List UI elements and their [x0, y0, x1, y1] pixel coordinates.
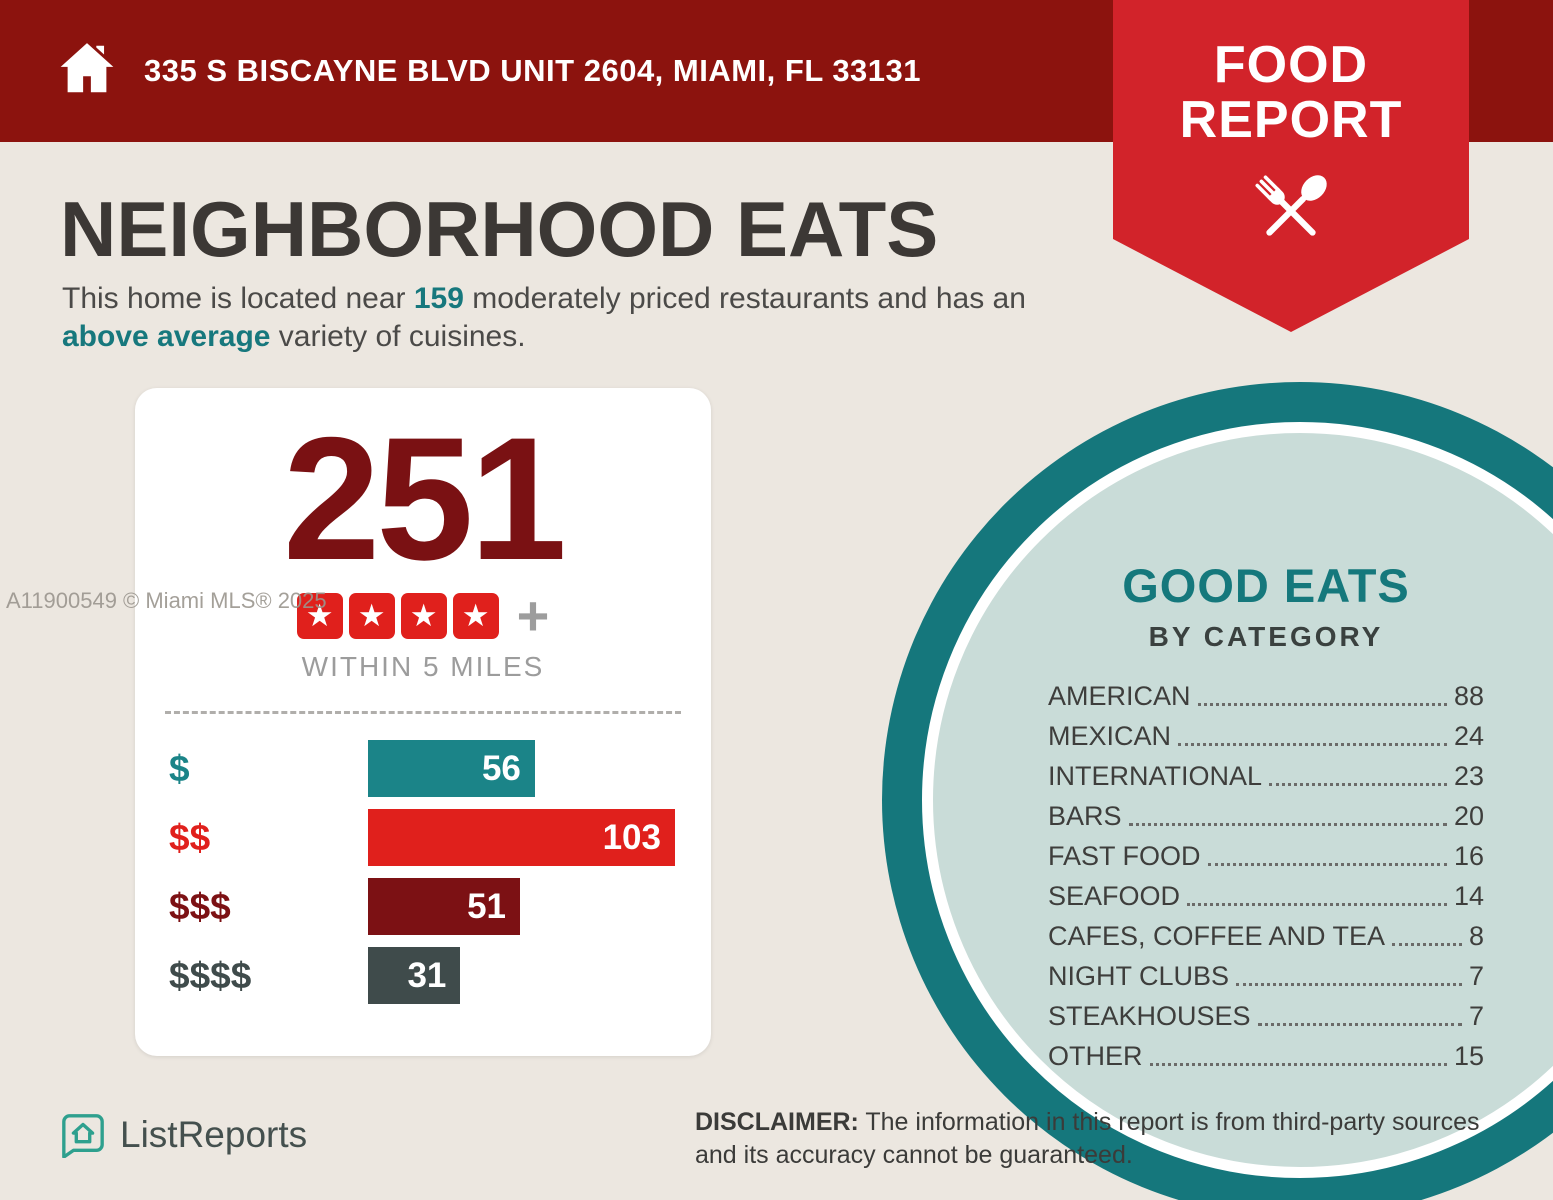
good-eats-inner-circle [922, 422, 1553, 1178]
spoon-fork-icon [1255, 175, 1327, 236]
category-value: 8 [1468, 921, 1484, 952]
good-eats-title: GOOD EATS [1122, 559, 1410, 612]
dashed-divider [165, 711, 681, 714]
price-bar-track: 103 [368, 809, 675, 866]
price-bar: 51 [368, 878, 520, 935]
price-bar-chart: $56 $$ 103 $$$ 51 $$$$ 31 [169, 740, 675, 1004]
stats-card: 251 ★ ★ ★ ★ + WITHIN 5 MILES $56 $$ 103 $$$ 51 $$… [135, 388, 711, 1056]
ribbon-title-line1: FOOD [1213, 36, 1369, 94]
category-value: 16 [1453, 841, 1484, 872]
category-value: 23 [1453, 761, 1484, 792]
category-label: OTHER [1048, 1041, 1143, 1072]
price-tier-label: $$$ [169, 885, 231, 927]
category-label: AMERICAN [1048, 681, 1191, 711]
total-restaurants-number: 251 [283, 402, 567, 597]
category-label: NIGHT CLUBS [1048, 961, 1230, 992]
dotted-leader [1392, 943, 1462, 947]
disclaimer-label: DISCLAIMER: [695, 1108, 859, 1136]
category-label: FAST FOOD [1048, 841, 1201, 872]
price-row: $$ 103 [169, 809, 675, 866]
category-value: 7 [1468, 961, 1484, 992]
star-icon: ★ [348, 593, 395, 639]
star-icon: ★ [296, 593, 343, 639]
dotted-leader [1197, 703, 1447, 707]
category-row: AMERICAN 88 [1048, 681, 1484, 712]
category-label: MEXICAN [1048, 721, 1172, 752]
price-bar: 56 [368, 740, 535, 797]
category-row: MEXICAN 24 [1048, 721, 1484, 752]
price-tier-label: $ [169, 747, 190, 789]
mls-watermark: A11900549 © Miami MLS® 2025 [6, 588, 327, 613]
page-title: NEIGHBORHOOD EATS [60, 185, 939, 273]
dotted-leader [1236, 983, 1462, 987]
category-value: 20 [1453, 801, 1484, 832]
price-bar-value: 51 [467, 886, 506, 926]
star-icon: ★ [400, 593, 447, 639]
price-bar: 31 [368, 947, 461, 1004]
category-value: 88 [1453, 681, 1484, 711]
category-value: 15 [1453, 1041, 1484, 1072]
dotted-leader [1178, 743, 1447, 747]
intro-seg1: This home is located near [62, 282, 414, 315]
disclaimer-text: DISCLAIMER: The information in this repo… [695, 1106, 1507, 1171]
category-row: SEAFOOD 14 [1048, 881, 1484, 912]
category-row: CAFES, COFFEE AND TEA 8 [1048, 921, 1484, 952]
price-tier-label: $$ [169, 816, 211, 858]
listreports-brand: ListReports [60, 1112, 307, 1158]
dotted-leader [1128, 823, 1447, 827]
price-bar-track: 31 [368, 947, 675, 1004]
category-value: 14 [1453, 881, 1484, 912]
brand-name: ListReports [120, 1114, 308, 1155]
dotted-leader [1257, 1023, 1462, 1027]
category-label: SEAFOOD [1048, 881, 1181, 912]
star-icon: ★ [452, 593, 499, 639]
home-icon [56, 38, 118, 105]
good-eats-panel: GOOD EATS BY CATEGORY AMERICAN 88 MEXICAN 2… [1048, 558, 1484, 1081]
dotted-leader [1149, 1063, 1447, 1067]
category-row: BARS 20 [1048, 801, 1484, 832]
price-tier-label: $$$$ [169, 954, 252, 996]
price-bar-value: 31 [407, 955, 447, 995]
price-bar-track: 51 [368, 878, 675, 935]
good-eats-subtitle: BY CATEGORY [1148, 621, 1384, 652]
category-row: OTHER 15 [1048, 1041, 1484, 1072]
category-label: BARS [1048, 801, 1122, 832]
within-miles-label: WITHIN 5 MILES [301, 651, 545, 682]
category-label: STEAKHOUSES [1048, 1001, 1251, 1032]
category-list: AMERICAN 88 MEXICAN 24 INTERNATIONAL 23 BARS 20… [1048, 681, 1484, 1072]
food-report-ribbon: FOOD REPORT [1113, 0, 1469, 332]
price-bar: 103 [368, 809, 675, 866]
category-value: 24 [1453, 721, 1484, 752]
price-bar-value: 103 [602, 817, 661, 857]
property-address: 335 S BISCAYNE BLVD UNIT 2604, MIAMI, FL… [144, 53, 922, 88]
restaurant-count: 159 [413, 282, 464, 315]
star-rating-row: ★ ★ ★ ★ + [135, 583, 711, 647]
dotted-leader [1269, 783, 1447, 787]
intro-seg3: variety of cuisines. [270, 319, 526, 353]
category-row: FAST FOOD 16 [1048, 841, 1484, 872]
category-row: STEAKHOUSES 7 [1048, 1001, 1484, 1032]
price-bar-value: 56 [481, 748, 521, 788]
price-row: $$$ 51 [169, 878, 675, 935]
dotted-leader [1187, 903, 1447, 907]
price-row: $$$$ 31 [169, 947, 675, 1004]
intro-text: This home is located near 159 moderately… [62, 280, 1027, 356]
category-label: INTERNATIONAL [1048, 761, 1263, 792]
dotted-leader [1207, 863, 1447, 867]
category-value: 7 [1468, 1001, 1484, 1032]
intro-seg2: moderately priced restaurants and has an [463, 282, 1026, 315]
price-row: $56 [169, 740, 675, 797]
category-row: NIGHT CLUBS 7 [1048, 961, 1484, 992]
price-bar-track: 56 [368, 740, 675, 797]
variety-highlight: above average [62, 319, 271, 353]
listreports-logo-icon [62, 1114, 104, 1158]
disclaimer-body: The information in this report is from t… [695, 1108, 1480, 1169]
category-label: CAFES, COFFEE AND TEA [1048, 921, 1386, 952]
plus-sign: + [516, 583, 550, 647]
ribbon-title-line2: REPORT [1179, 90, 1403, 149]
category-row: INTERNATIONAL 23 [1048, 761, 1484, 792]
